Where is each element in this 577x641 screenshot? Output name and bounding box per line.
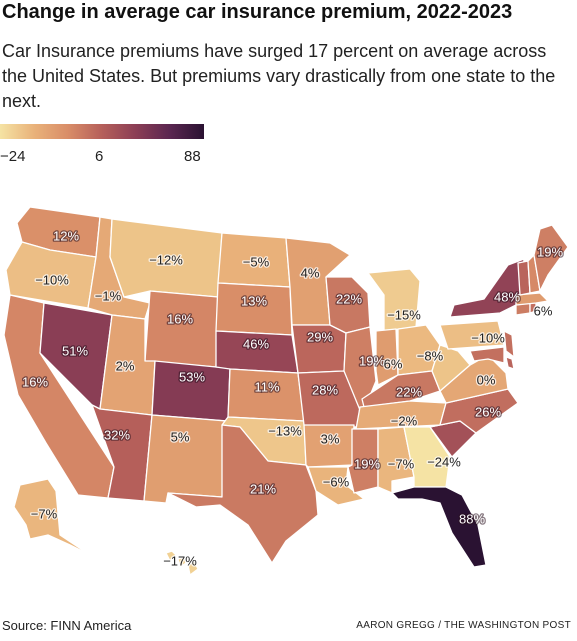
state-ak: [13, 478, 91, 556]
color-legend: −24 6 88: [0, 124, 205, 168]
state-label-fl: 88%: [459, 511, 485, 526]
state-label-mt: −12%: [149, 252, 183, 267]
state-label-ok: −13%: [268, 423, 302, 438]
state-label-mi: −15%: [387, 307, 421, 322]
legend-mid-label: 6: [95, 148, 104, 165]
state-me: [533, 224, 569, 292]
state-label-mn: 4%: [301, 265, 320, 280]
state-label-id: −1%: [95, 288, 122, 303]
state-label-nc: 26%: [475, 404, 501, 419]
state-label-ky: 22%: [396, 384, 422, 399]
state-in: [375, 328, 399, 386]
state-label-ne: 46%: [243, 336, 269, 351]
state-label-mo: 28%: [312, 382, 338, 397]
state-nj: [503, 330, 515, 358]
chart-subtitle: Car Insurance premiums have surged 17 pe…: [2, 41, 556, 111]
state-pa: [439, 320, 505, 350]
state-label-tx: 21%: [250, 481, 276, 496]
state-label-ms: 19%: [354, 456, 380, 471]
state-label-wa: 12%: [53, 228, 79, 243]
state-label-az: 32%: [104, 427, 130, 442]
state-label-co: 53%: [179, 369, 205, 384]
state-hi: [165, 550, 199, 576]
source-note: Source: FINN America: [2, 618, 132, 633]
state-nm: [143, 414, 227, 504]
legend-color-ramp: [0, 124, 204, 139]
state-label-il: 19%: [359, 353, 385, 368]
state-fl: [391, 486, 487, 568]
chart-title: Change in average car insurance premium,…: [2, 1, 513, 23]
state-ks: [227, 368, 305, 422]
state-label-ak: −7%: [31, 506, 58, 521]
state-label-ny: 48%: [494, 289, 520, 304]
state-label-ia: 29%: [307, 329, 333, 344]
state-label-tn: −2%: [391, 413, 418, 428]
state-sd: [215, 282, 293, 336]
state-label-ma: 6%: [534, 303, 553, 318]
state-de: [505, 356, 515, 370]
state-label-ga: −24%: [427, 454, 461, 469]
state-label-oh: −8%: [417, 348, 444, 363]
state-wy: [144, 290, 219, 368]
state-label-wy: 16%: [167, 311, 193, 326]
state-label-in: 6%: [384, 356, 403, 371]
state-label-va: 0%: [477, 372, 496, 387]
state-label-nv: 51%: [62, 343, 88, 358]
state-label-al: −7%: [388, 456, 415, 471]
state-ar: [303, 424, 355, 468]
state-label-la: −6%: [323, 474, 350, 489]
state-nc: [429, 388, 519, 434]
state-ma: [515, 292, 549, 306]
state-label-ut: 2%: [116, 358, 135, 373]
state-wv: [431, 344, 471, 392]
state-md: [469, 346, 505, 364]
state-label-ks: 11%: [254, 379, 279, 394]
state-ny: [449, 258, 525, 318]
state-label-sd: 13%: [241, 293, 267, 308]
credit-line: AARON GREGG / THE WASHINGTON POST: [356, 620, 571, 631]
us-choropleth-map: 12% −10% 16% 51% −1% −12% 16% 2% 32% 53% 5% −5% 13% 4…: [0, 195, 577, 600]
state-label-ca: 16%: [22, 374, 48, 389]
state-label-wi: 22%: [336, 291, 362, 306]
state-label-or: −10%: [35, 272, 69, 287]
legend-max-label: 88: [184, 148, 201, 165]
state-label-ar: 3%: [321, 431, 340, 446]
legend-min-label: −24: [0, 148, 26, 165]
state-label-nd: −5%: [243, 254, 270, 269]
state-label-hi: −17%: [163, 553, 197, 568]
state-label-pa: −10%: [471, 330, 505, 345]
state-label-nm: 5%: [171, 429, 190, 444]
state-tx: [167, 424, 319, 564]
state-label-me: 19%: [537, 244, 563, 259]
